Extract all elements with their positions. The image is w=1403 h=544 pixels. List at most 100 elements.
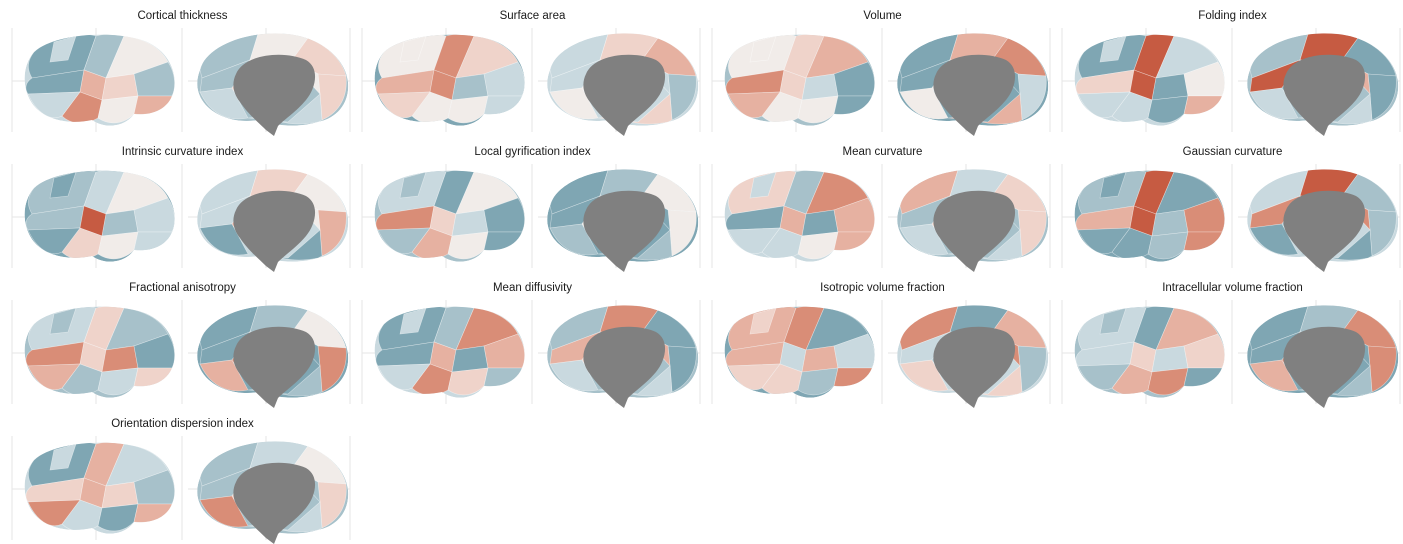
cortical-parcel [1151,73,1189,101]
cortical-parcel [801,73,839,101]
cortical-parcel [833,231,873,251]
medial-hemisphere [197,33,349,136]
medial-hemisphere [547,33,699,136]
brain-panel: Volume [708,2,1057,136]
medial-hemisphere [197,169,349,272]
brain-panel: Mean curvature [708,138,1057,272]
cortical-parcel [1367,209,1397,257]
cortical-parcel [97,231,139,260]
panel-title: Volume [863,10,902,22]
cortical-parcel [447,231,489,260]
brain-panel: Intrinsic curvature index [8,138,357,272]
cortical-parcel [833,95,873,115]
panel-title: Orientation dispersion index [111,418,254,430]
brain-panel: Fractional anisotropy [8,274,357,408]
cortical-parcel [447,367,489,396]
medial-wall [233,190,316,272]
brain-panel: Mean diffusivity [358,274,707,408]
cortical-parcel [1183,231,1223,251]
brain-panel: Cortical thickness [8,2,357,136]
cortical-parcel [1017,345,1047,393]
medial-wall [583,190,666,272]
cortical-parcel [451,73,489,101]
panel-title: Intrinsic curvature index [121,146,244,158]
lateral-hemisphere [374,170,525,262]
medial-wall [233,54,316,136]
brain-panel: Isotropic volume fraction [708,274,1057,408]
medial-wall [933,190,1016,272]
cortical-parcel [49,443,77,471]
lateral-hemisphere [24,34,175,126]
cortical-parcel [1147,367,1189,396]
cortical-parcel [451,345,489,373]
cortical-parcel [667,73,697,121]
brain-panel: Surface area [358,2,707,136]
medial-hemisphere [1247,305,1399,408]
brain-surface-figure [11,28,351,136]
cortical-parcel [797,231,839,260]
cortical-parcel [1147,95,1189,124]
cortical-parcel [797,95,839,124]
lateral-hemisphere [1074,34,1225,126]
panel-title: Fractional anisotropy [129,282,236,294]
brain-surface-figure [11,300,351,408]
panel-title: Cortical thickness [137,10,228,22]
brain-surface-figure [1061,28,1401,136]
cortical-parcel [1367,73,1397,121]
cortical-parcel [1017,73,1047,121]
medial-wall [933,326,1016,408]
cortical-parcel [133,231,173,251]
brain-surface-figure [11,436,351,544]
medial-hemisphere [197,441,349,544]
medial-wall [933,54,1016,136]
cortical-parcel [1099,35,1127,63]
cortical-parcel [1099,171,1127,199]
cortical-parcel [101,481,139,509]
lateral-hemisphere [1074,170,1225,262]
cortical-parcel [317,481,347,529]
cortical-parcel [317,209,347,257]
cortical-parcel [667,209,697,257]
medial-hemisphere [197,305,349,408]
cortical-parcel [399,35,427,63]
medial-wall [233,462,316,544]
cortical-parcel [97,503,139,532]
medial-wall [583,54,666,136]
brain-panel: Folding index [1058,2,1403,136]
brain-surface-figure [1061,300,1401,408]
brain-surface-figure [711,28,1051,136]
cortical-parcel [483,231,523,251]
cortical-parcel [317,345,347,393]
cortical-parcel [133,367,173,387]
cortical-parcel [97,367,139,396]
cortical-parcel [801,209,839,237]
cortical-parcel [133,95,173,115]
medial-wall [1283,326,1366,408]
cortical-parcel [399,171,427,199]
cortical-parcel [1367,345,1397,393]
panel-title: Isotropic volume fraction [820,282,945,294]
brain-surface-figure [361,28,701,136]
brain-surface-figure [11,164,351,272]
brain-panel: Intracellular volume fraction [1058,274,1403,408]
panel-title: Gaussian curvature [1182,146,1283,158]
brain-surface-figure [361,164,701,272]
cortical-parcel [1183,95,1223,115]
cortical-parcel [101,345,139,373]
medial-hemisphere [1247,169,1399,272]
lateral-hemisphere [24,442,175,534]
cortical-parcel [1151,345,1189,373]
cortical-parcel [1147,231,1189,260]
lateral-hemisphere [724,306,875,398]
medial-hemisphere [897,169,1049,272]
cortical-parcel [49,307,77,335]
cortical-parcel [101,73,139,101]
cortical-parcel [1099,307,1127,335]
cortical-parcel [451,209,489,237]
panel-title: Mean curvature [842,146,923,158]
cortical-parcel [667,345,697,393]
panel-title: Surface area [499,10,566,22]
brain-panel: Orientation dispersion index [8,410,357,544]
medial-hemisphere [1247,33,1399,136]
brain-surface-figure [1061,164,1401,272]
